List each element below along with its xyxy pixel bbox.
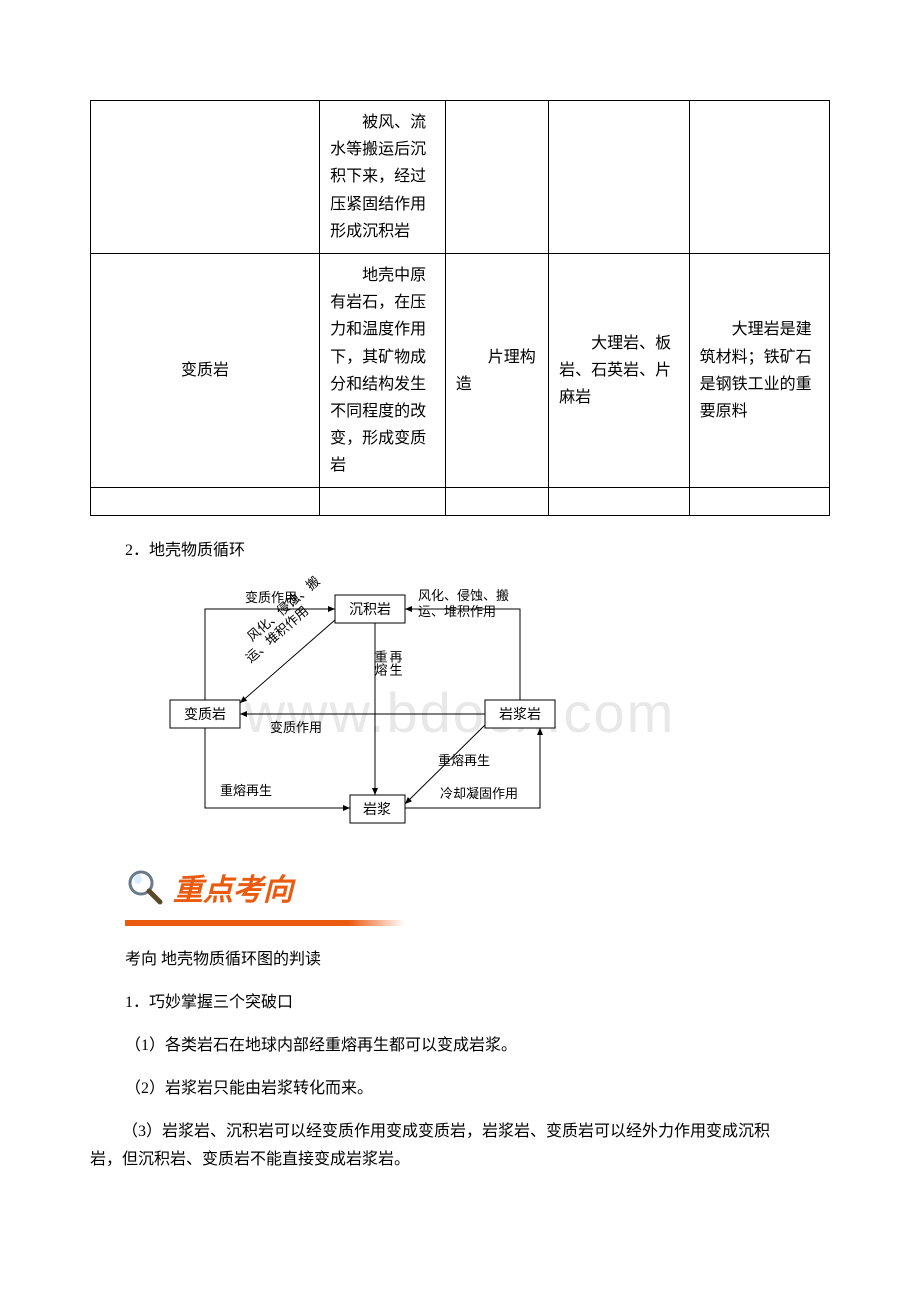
edge-label-bottom-right: 冷却凝固作用 [440, 786, 518, 801]
heading-text: 重点考向 [173, 865, 293, 909]
table-row: 变质岩 地壳中原有岩石，在压力和温度作用下，其矿物成分和结构发生不同程度的改变，… [91, 253, 830, 488]
cell-structure: 片理构造 [445, 253, 548, 488]
cell-type: 变质岩 [91, 253, 320, 488]
edge-label-top-right-l2: 运、堆积作用 [418, 604, 496, 619]
cell-empty [445, 488, 548, 516]
cell-formation: 被风、流水等搬运后沉积下来，经过压紧固结作用形成沉积岩 [320, 101, 446, 254]
paragraph-topic: 考向 地壳物质循环图的判读 [125, 946, 830, 975]
paragraph-point2: （2）岩浆岩只能由岩浆转化而来。 [125, 1075, 830, 1104]
edge-label-mid-center-l2: 再生 [388, 650, 403, 676]
edge-label-right-down: 重熔再生 [438, 753, 490, 768]
cell-empty [91, 488, 320, 516]
node-sedimentary-label: 沉积岩 [349, 602, 391, 618]
edge-label-bottom-left: 重熔再生 [220, 783, 272, 798]
node-igneous-label: 岩浆岩 [499, 707, 541, 723]
cell-type [91, 101, 320, 254]
heading-underline [125, 920, 405, 926]
cell-empty [689, 488, 829, 516]
edge-label-mid-center-l1: 重熔 [373, 650, 388, 677]
section-title-cycle: 2．地壳物质循环 [125, 536, 830, 560]
cell-uses: 大理岩是建筑材料；铁矿石是钢铁工业的重要原料 [689, 253, 829, 488]
node-magma-label: 岩浆 [363, 802, 391, 818]
main-content: 被风、流水等搬运后沉积下来，经过压紧固结作用形成沉积岩 变质岩 地壳中原有岩石，… [90, 100, 830, 1175]
magnifier-icon [125, 867, 165, 907]
cell-empty [320, 488, 446, 516]
paragraph-point3: （3）岩浆岩、沉积岩可以经变质作用变成变质岩，岩浆岩、变质岩可以经外力作用变成沉… [90, 1118, 795, 1176]
edge-label-middle: 变质作用 [270, 720, 322, 735]
diagram-svg: 沉积岩 变质岩 岩浆岩 岩浆 变质作用 风化、侵蚀、搬 运、堆积作用 风化、侵蚀… [160, 570, 580, 840]
cell-structure [445, 101, 548, 254]
node-metamorphic-label: 变质岩 [184, 707, 226, 723]
edge-label-top-right-l1: 风化、侵蚀、搬 [418, 588, 509, 603]
paragraph-point1: （1）各类岩石在地球内部经重熔再生都可以变成岩浆。 [125, 1032, 830, 1061]
cell-formation: 地壳中原有岩石，在压力和温度作用下，其矿物成分和结构发生不同程度的改变，形成变质… [320, 253, 446, 488]
table-row-empty [91, 488, 830, 516]
edge-ign-to-sed [405, 609, 520, 700]
paragraph-method: 1．巧妙掌握三个突破口 [125, 989, 830, 1018]
cell-examples [549, 101, 689, 254]
rock-classification-table: 被风、流水等搬运后沉积下来，经过压紧固结作用形成沉积岩 变质岩 地壳中原有岩石，… [90, 100, 830, 516]
rock-cycle-diagram: 沉积岩 变质岩 岩浆岩 岩浆 变质作用 风化、侵蚀、搬 运、堆积作用 风化、侵蚀… [160, 570, 580, 840]
table-row: 被风、流水等搬运后沉积下来，经过压紧固结作用形成沉积岩 [91, 101, 830, 254]
cell-uses [689, 101, 829, 254]
cell-examples: 大理岩、板岩、石英岩、片麻岩 [549, 253, 689, 488]
cell-empty [549, 488, 689, 516]
heading-banner: 重点考向 [125, 865, 830, 909]
